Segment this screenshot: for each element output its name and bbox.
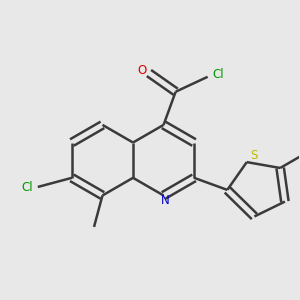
Text: O: O	[137, 64, 147, 77]
Text: Cl: Cl	[21, 181, 33, 194]
Text: N: N	[160, 194, 169, 207]
Text: S: S	[250, 149, 257, 162]
Text: Cl: Cl	[213, 68, 224, 81]
